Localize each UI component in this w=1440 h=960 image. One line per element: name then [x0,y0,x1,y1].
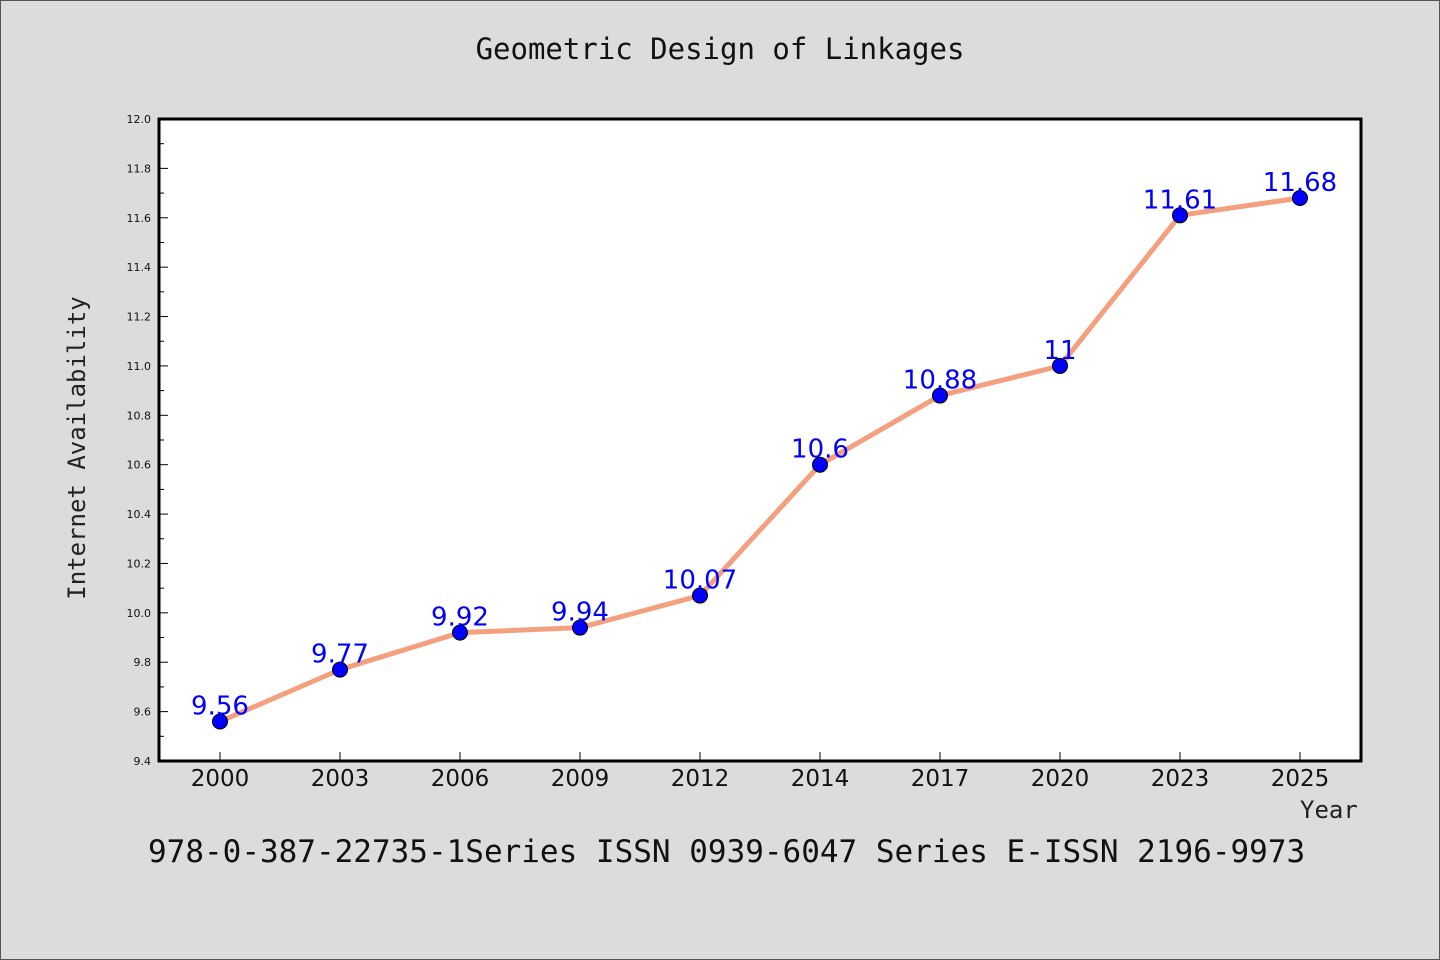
y-tick-label: 11.2 [127,311,152,324]
y-tick-label: 10.2 [127,557,152,570]
y-axis-ticks: 9.4 9.6 9.8 10.0 10.2 10.4 10.6 10.8 11.0 11.2 11.… [127,113,168,768]
chart-title: Geometric Design of Linkages [475,32,965,66]
x-tick-label: 2009 [551,766,610,792]
data-label: 10.6 [791,435,849,465]
x-tick-label: 2003 [311,766,370,792]
data-point [1292,190,1308,207]
y-tick-label: 9.6 [134,706,152,719]
data-label: 10.07 [663,566,737,596]
series-line [219,195,1301,724]
plot-area [159,119,1361,761]
data-point [932,387,948,404]
footer-text: 978-0-387-22735-1Series ISSN 0939-6047 S… [148,834,1306,870]
y-tick-label: 11.6 [127,212,152,225]
data-point [332,661,348,678]
data-point [812,456,828,473]
x-tick-label: 2020 [1031,766,1090,792]
data-label: 9.56 [191,691,249,721]
x-axis-ticks: 2000 2003 2006 2009 2012 2014 2017 2020 2023 2025 [191,752,1330,792]
y-tick-label: 12.0 [127,113,152,126]
y-tick-label: 10.4 [127,508,152,521]
data-label: 11.61 [1143,185,1217,215]
y-tick-label: 10.0 [127,607,152,620]
y-tick-label: 10.8 [127,409,152,422]
data-label: 11 [1043,336,1076,366]
y-tick-label: 11.4 [127,261,152,274]
x-tick-label: 2025 [1271,766,1330,792]
data-point [1052,357,1068,374]
data-label: 11.68 [1263,168,1337,198]
x-tick-label: 2017 [911,766,970,792]
x-tick-label: 2000 [191,766,250,792]
y-tick-label: 9.4 [134,755,152,768]
data-label: 10.88 [903,366,977,396]
x-axis-label: Year [1300,796,1358,824]
x-tick-label: 2014 [791,766,850,792]
data-point [452,624,468,641]
data-labels: 9.56 9.77 9.92 9.94 10.07 10.6 10.88 11 11.61 11.… [191,168,1337,721]
x-tick-label: 2023 [1151,766,1210,792]
y-tick-label: 10.6 [127,459,152,472]
y-tick-label: 11.8 [127,162,152,175]
data-point [212,713,228,730]
data-point [692,587,708,604]
plot-border [157,117,1363,763]
data-point [572,619,588,636]
y-tick-label: 11.0 [127,360,152,373]
data-label: 9.92 [431,603,489,633]
data-point [1172,207,1188,224]
y-tick-label: 9.8 [134,656,152,669]
x-tick-label: 2006 [431,766,490,792]
data-label: 9.94 [551,598,609,628]
x-tick-label: 2012 [671,766,730,792]
data-markers [212,190,1308,730]
data-label: 9.77 [311,640,369,670]
